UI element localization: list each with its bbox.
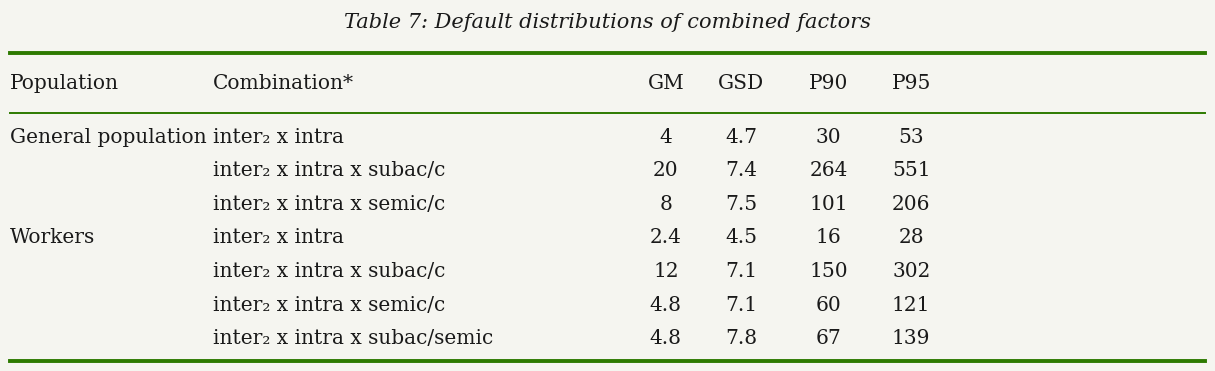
Text: 101: 101	[809, 195, 848, 214]
Text: 67: 67	[815, 329, 842, 348]
Text: Workers: Workers	[10, 229, 95, 247]
Text: 302: 302	[892, 262, 931, 281]
Text: Table 7: Default distributions of combined factors: Table 7: Default distributions of combin…	[344, 13, 871, 32]
Text: 7.1: 7.1	[725, 296, 757, 315]
Text: Combination*: Combination*	[213, 74, 354, 93]
Text: inter₂ x intra x semic/c: inter₂ x intra x semic/c	[213, 195, 445, 214]
Text: 4: 4	[660, 128, 672, 147]
Text: P95: P95	[892, 74, 931, 93]
Text: 2.4: 2.4	[650, 229, 682, 247]
Text: inter₂ x intra: inter₂ x intra	[213, 229, 344, 247]
Text: 150: 150	[809, 262, 848, 281]
Text: 53: 53	[898, 128, 925, 147]
Text: 4.5: 4.5	[725, 229, 757, 247]
Text: 7.1: 7.1	[725, 262, 757, 281]
Text: 121: 121	[892, 296, 931, 315]
Text: 4.7: 4.7	[725, 128, 757, 147]
Text: 8: 8	[660, 195, 672, 214]
Text: 551: 551	[892, 161, 931, 180]
Text: inter₂ x intra x semic/c: inter₂ x intra x semic/c	[213, 296, 445, 315]
Text: inter₂ x intra x subac/semic: inter₂ x intra x subac/semic	[213, 329, 493, 348]
Text: inter₂ x intra x subac/c: inter₂ x intra x subac/c	[213, 161, 445, 180]
Text: 4.8: 4.8	[650, 329, 682, 348]
Text: General population: General population	[10, 128, 207, 147]
Text: inter₂ x intra: inter₂ x intra	[213, 128, 344, 147]
Text: 30: 30	[815, 128, 842, 147]
Text: 139: 139	[892, 329, 931, 348]
Text: 28: 28	[898, 229, 925, 247]
Text: 206: 206	[892, 195, 931, 214]
Text: 7.4: 7.4	[725, 161, 757, 180]
Text: 7.5: 7.5	[725, 195, 757, 214]
Text: 16: 16	[815, 229, 842, 247]
Text: 7.8: 7.8	[725, 329, 757, 348]
Text: GSD: GSD	[718, 74, 764, 93]
Text: Population: Population	[10, 74, 119, 93]
Text: inter₂ x intra x subac/c: inter₂ x intra x subac/c	[213, 262, 445, 281]
Text: 60: 60	[815, 296, 842, 315]
Text: P90: P90	[809, 74, 848, 93]
Text: 264: 264	[809, 161, 848, 180]
Text: 4.8: 4.8	[650, 296, 682, 315]
Text: GM: GM	[648, 74, 684, 93]
Text: 12: 12	[652, 262, 679, 281]
Text: 20: 20	[652, 161, 679, 180]
